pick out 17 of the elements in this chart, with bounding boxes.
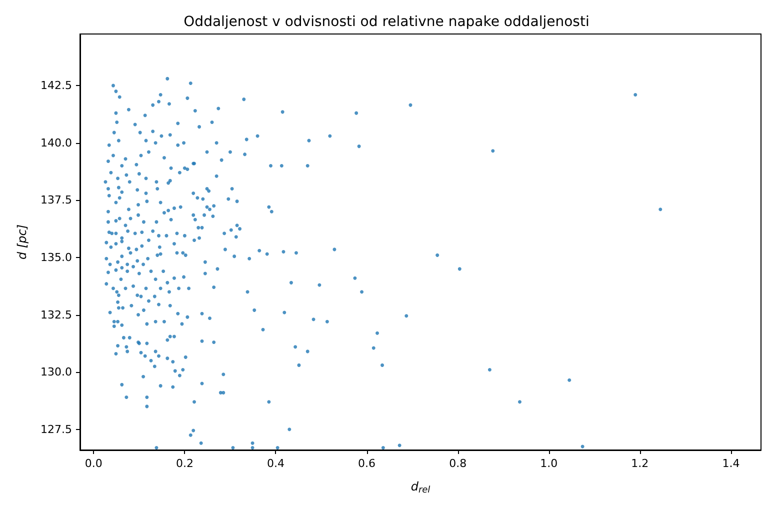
y-tick-label: 142.5: [40, 79, 72, 92]
x-tick-label: 1.4: [722, 457, 740, 470]
chart-title: Oddaljenost v odvisnosti od relativne napake oddaljenosti: [184, 14, 590, 30]
y-tick-label: 140.0: [40, 136, 72, 150]
y-tick-label: 127.5: [40, 422, 72, 436]
y-tick-label: 130.0: [40, 366, 72, 379]
x-tick-label: 0.4: [266, 457, 284, 470]
y-axis-title: d [pc]: [15, 224, 29, 260]
x-tick-label: 0.2: [176, 457, 194, 470]
x-tick-label: 1.2: [631, 457, 649, 470]
x-tick-label: 0.6: [358, 457, 376, 470]
y-tick-label: 137.5: [40, 194, 72, 207]
x-tick-label: 0.8: [449, 457, 467, 470]
x-tick-label: 1.0: [540, 457, 558, 470]
x-tick-label: 0.0: [84, 457, 102, 470]
y-tick-label: 132.5: [40, 308, 72, 322]
y-tick-label: 135.0: [40, 250, 72, 264]
